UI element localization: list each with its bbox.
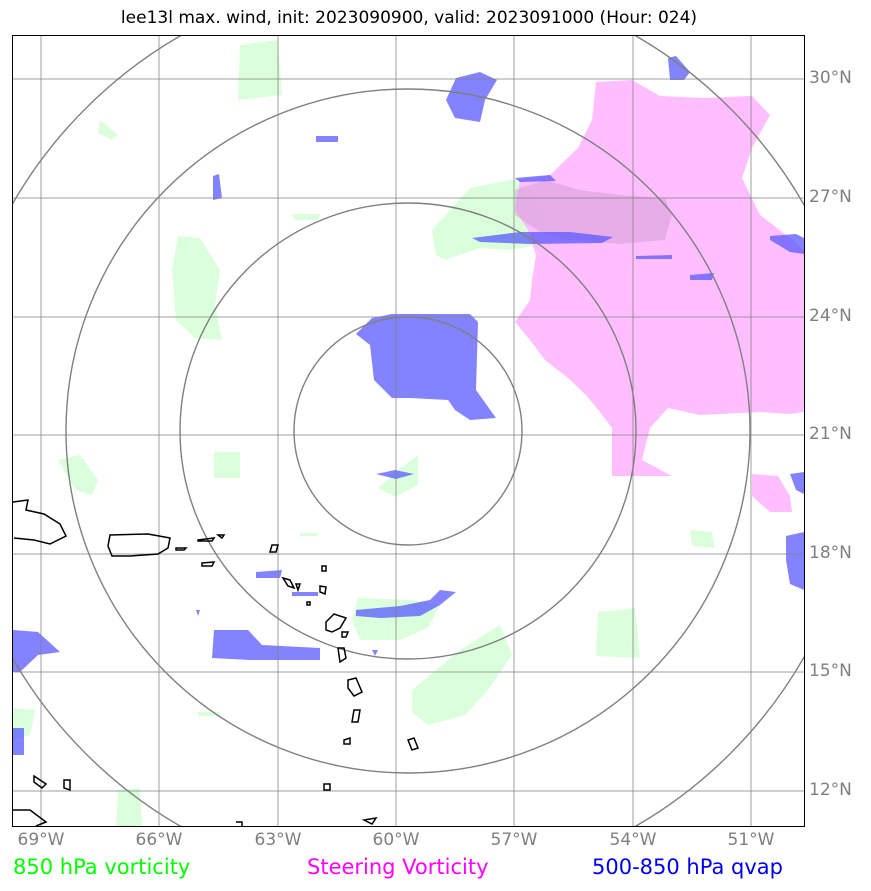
map-title: lee13l max. wind, init: 2023090900, vali… xyxy=(120,8,698,28)
map-panel xyxy=(13,36,804,826)
legend-steering-vorticity: Steering Vorticity xyxy=(307,855,489,879)
legend-qvap: 500-850 hPa qvap xyxy=(592,855,783,879)
lat-label: 18°N xyxy=(809,543,852,563)
lat-label: 30°N xyxy=(809,68,852,88)
lat-label: 12°N xyxy=(809,780,852,800)
lon-label: 63°W xyxy=(254,830,302,850)
lon-label: 57°W xyxy=(490,830,538,850)
lat-label: 21°N xyxy=(809,424,852,444)
lat-label: 27°N xyxy=(809,187,852,207)
lon-label: 69°W xyxy=(17,830,65,850)
graticule xyxy=(13,36,804,826)
lon-label: 54°W xyxy=(609,830,657,850)
legend-850-vorticity: 850 hPa vorticity xyxy=(13,855,191,879)
lon-label: 51°W xyxy=(727,830,775,850)
lon-label: 60°W xyxy=(372,830,420,850)
lon-label: 66°W xyxy=(135,830,183,850)
lat-label: 15°N xyxy=(809,661,852,681)
coastlines xyxy=(13,499,419,826)
map-canvas xyxy=(13,36,804,826)
range-rings xyxy=(13,36,804,826)
qvap-areas xyxy=(13,56,804,755)
steering-vorticity-areas xyxy=(515,80,804,512)
lat-label: 24°N xyxy=(809,306,852,326)
